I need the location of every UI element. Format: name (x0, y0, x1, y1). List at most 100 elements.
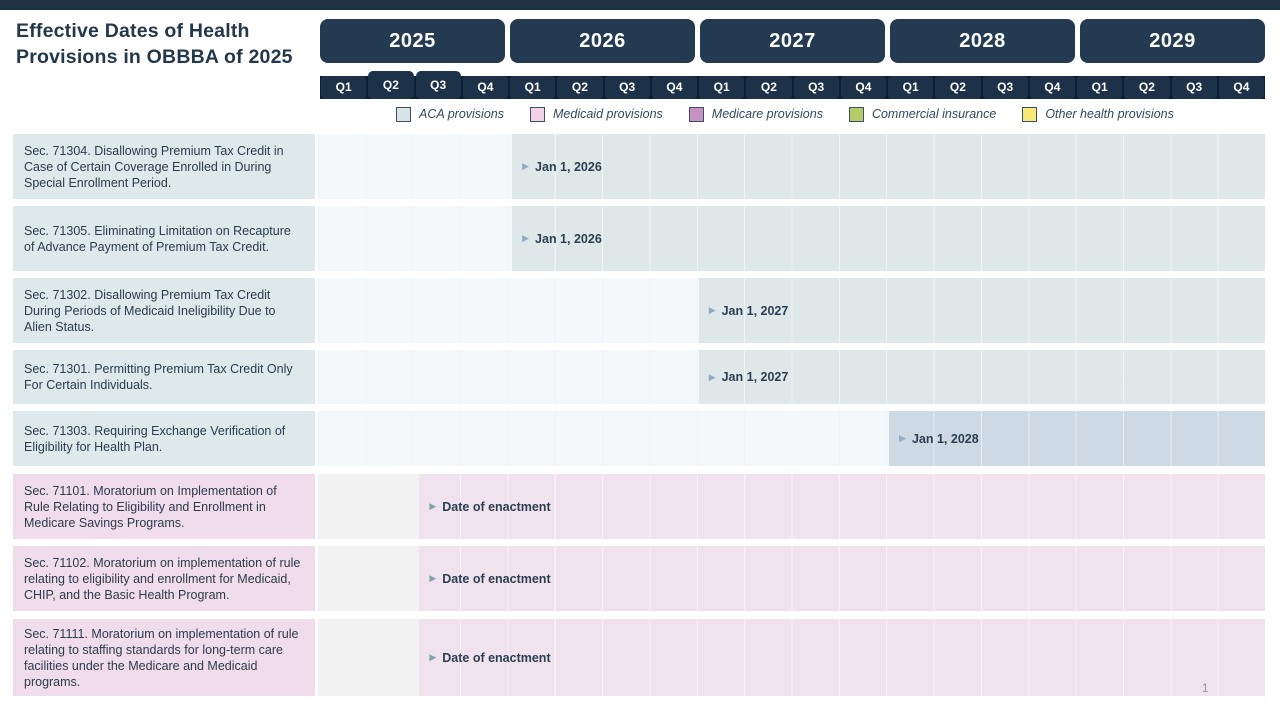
legend: ACA provisions Medicaid provisions Medic… (396, 105, 1174, 123)
quarter-header: Q1 (888, 76, 934, 99)
date-marker: ▶ Jan 1, 2026 (522, 160, 602, 174)
marker-date-label: Date of enactment (442, 499, 551, 514)
legend-item-medicare: Medicare provisions (688, 106, 823, 122)
timeline-bar (512, 134, 1265, 199)
year-header-2029: 2029 (1080, 19, 1265, 63)
year-header-2027: 2027 (700, 19, 885, 63)
date-marker: ▶ Date of enactment (429, 651, 550, 665)
marker-triangle-icon: ▶ (429, 652, 437, 662)
legend-swatch-medicaid-icon (530, 106, 545, 122)
legend-swatch-other-icon (1022, 106, 1038, 122)
marker-date-label: Jan 1, 2027 (721, 370, 789, 384)
quarter-header-row: Q1 Q2 Q3 Q4 Q1 Q2 Q3 Q4 Q1 Q2 Q3 Q4 Q1 Q… (320, 71, 1265, 99)
page-number: 1 (1202, 683, 1209, 695)
legend-item-medicaid: Medicaid provisions (530, 106, 663, 122)
row-timeline-track: ▶ Jan 1, 2026 (318, 206, 1265, 271)
date-marker: ▶ Jan 1, 2026 (522, 232, 602, 246)
provision-row-71303: Sec. 71303. Requiring Exchange Verificat… (13, 411, 1265, 466)
marker-date-label: Jan 1, 2028 (911, 431, 979, 446)
quarter-header: Q3 (604, 76, 650, 99)
provision-row-71301: Sec. 71301. Permitting Premium Tax Credi… (13, 350, 1265, 404)
quarter-header: Q1 (1077, 76, 1123, 99)
quarter-header: Q2 (935, 76, 981, 99)
timeline-bar (698, 278, 1265, 343)
row-label: Sec. 71305. Eliminating Limitation on Re… (13, 206, 315, 271)
legend-item-commercial: Commercial insurance (848, 106, 997, 122)
timeline-bar (512, 206, 1265, 271)
year-header-2028: 2028 (890, 19, 1075, 63)
provision-row-71111: Sec. 71111. Moratorium on implementation… (13, 619, 1265, 696)
quarter-header: Q4 (1029, 76, 1075, 99)
year-header-2025: 2025 (320, 19, 505, 63)
provision-row-71304: Sec. 71304. Disallowing Premium Tax Cred… (13, 134, 1265, 199)
timeline-bar (419, 546, 1265, 611)
marker-triangle-icon: ▶ (899, 433, 906, 443)
row-label: Sec. 71301. Permitting Premium Tax Credi… (13, 350, 315, 404)
row-timeline-track: ▶ Jan 1, 2027 (318, 350, 1265, 404)
row-label: Sec. 71101. Moratorium on Implementation… (13, 474, 315, 539)
row-timeline-track: ▶ Date of enactment (318, 546, 1265, 611)
legend-label-aca: ACA provisions (419, 107, 504, 121)
row-timeline-track: ▶ Date of enactment (318, 619, 1265, 696)
quarter-header: Q3 (1171, 76, 1217, 99)
timeline-bar (889, 411, 1265, 466)
legend-swatch-commercial-icon (848, 106, 864, 122)
timeline-bar (419, 474, 1265, 539)
marker-triangle-icon: ▶ (429, 501, 437, 511)
row-timeline-track: ▶ Jan 1, 2028 (318, 411, 1265, 466)
quarter-header: Q3 (415, 71, 461, 99)
row-timeline-track: ▶ Jan 1, 2026 (318, 134, 1265, 199)
quarter-header: Q4 (462, 76, 508, 99)
top-accent-bar (0, 0, 1280, 10)
legend-label-medicare: Medicare provisions (711, 107, 823, 121)
timeline-bar (419, 619, 1265, 696)
row-label: Sec. 71302. Disallowing Premium Tax Cred… (13, 278, 315, 343)
provision-row-71302: Sec. 71302. Disallowing Premium Tax Cred… (13, 278, 1265, 343)
marker-date-label: Jan 1, 2027 (721, 303, 789, 318)
quarter-header: Q2 (557, 76, 603, 99)
legend-label-medicaid: Medicaid provisions (553, 107, 663, 121)
marker-date-label: Jan 1, 2026 (535, 231, 602, 246)
marker-date-label: Date of enactment (442, 650, 551, 665)
marker-triangle-icon: ▶ (522, 161, 530, 171)
date-marker: ▶ Jan 1, 2027 (709, 304, 789, 318)
quarter-header: Q2 (1124, 76, 1170, 99)
quarter-header: Q4 (1218, 76, 1264, 99)
marker-triangle-icon: ▶ (522, 233, 530, 243)
provision-row-71102: Sec. 71102. Moratorium on implementation… (13, 546, 1265, 611)
quarter-header: Q1 (699, 76, 745, 99)
provision-row-71101: Sec. 71101. Moratorium on Implementation… (13, 474, 1265, 539)
legend-swatch-medicare-icon (688, 106, 704, 122)
marker-triangle-icon: ▶ (429, 573, 437, 583)
quarter-header: Q2 (368, 71, 414, 99)
year-header-row: 2025 2026 2027 2028 2029 (320, 19, 1265, 63)
page-title: Effective Dates of Health Provisions in … (16, 20, 293, 68)
provision-row-71305: Sec. 71305. Eliminating Limitation on Re… (13, 206, 1265, 271)
quarter-header: Q3 (793, 76, 839, 99)
quarter-header: Q4 (840, 76, 886, 99)
row-timeline-track: ▶ Date of enactment (318, 474, 1265, 539)
legend-item-other: Other health provisions (1022, 106, 1174, 122)
marker-date-label: Date of enactment (442, 571, 551, 586)
quarter-header: Q4 (651, 76, 697, 99)
marker-date-label: Jan 1, 2026 (535, 159, 602, 174)
date-marker: ▶ Jan 1, 2028 (899, 432, 979, 446)
row-timeline-track: ▶ Jan 1, 2027 (318, 278, 1265, 343)
marker-triangle-icon: ▶ (708, 371, 716, 382)
row-label: Sec. 71111. Moratorium on implementation… (13, 619, 315, 696)
quarter-header: Q3 (982, 76, 1028, 99)
quarter-header: Q1 (510, 76, 556, 99)
timeline-bar (698, 350, 1265, 404)
marker-triangle-icon: ▶ (708, 305, 716, 315)
row-label: Sec. 71102. Moratorium on implementation… (13, 546, 315, 611)
year-header-2026: 2026 (510, 19, 695, 63)
date-marker: ▶ Date of enactment (429, 500, 550, 514)
date-marker: ▶ Date of enactment (429, 572, 550, 586)
row-label: Sec. 71303. Requiring Exchange Verificat… (13, 411, 315, 466)
date-marker: ▶ Jan 1, 2027 (709, 370, 789, 384)
quarter-header: Q1 (321, 76, 367, 99)
row-label: Sec. 71304. Disallowing Premium Tax Cred… (13, 134, 315, 199)
legend-label-commercial: Commercial insurance (871, 107, 997, 121)
legend-item-aca: ACA provisions (396, 106, 504, 122)
